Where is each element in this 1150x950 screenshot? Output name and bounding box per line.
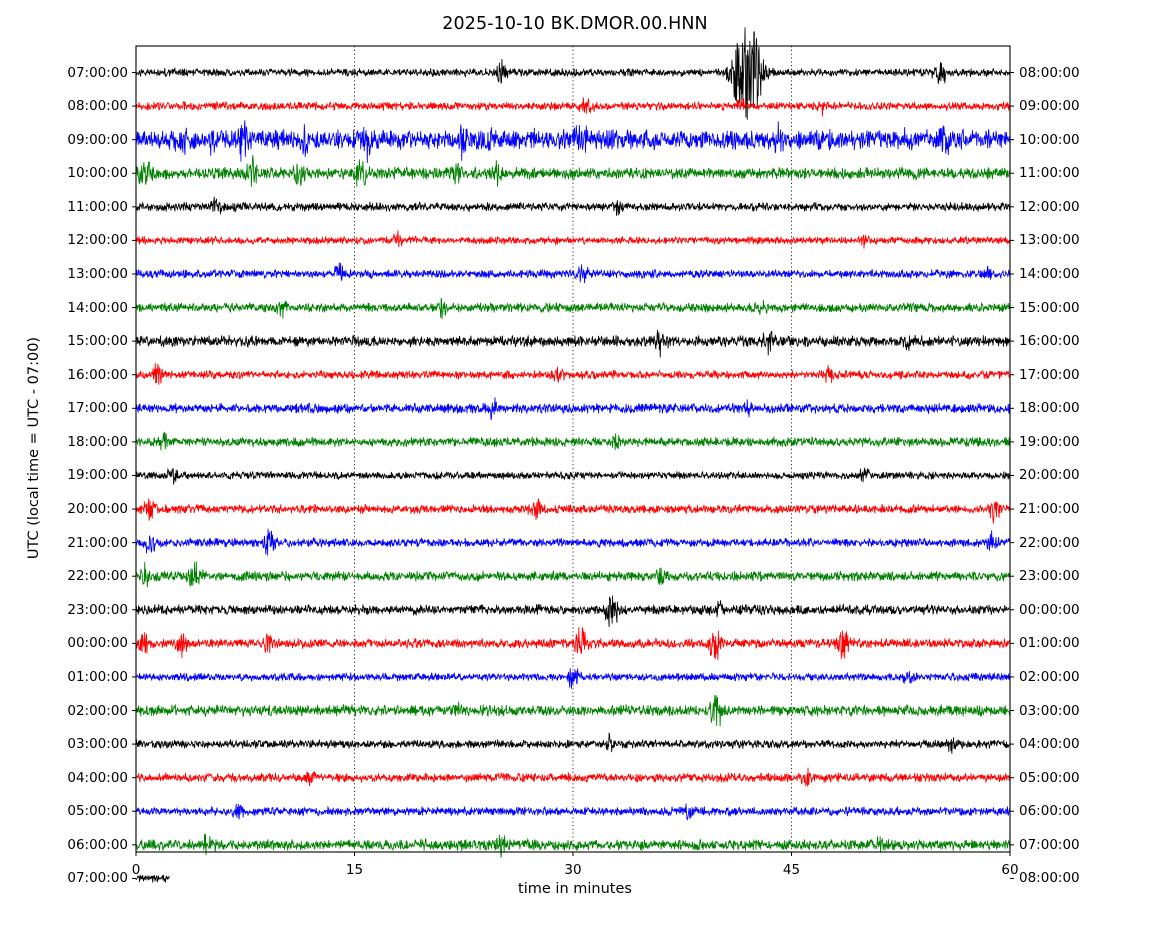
y-tick-label-right: 12:00:00 — [1019, 198, 1080, 215]
seismogram-trace — [135, 97, 1011, 117]
y-tick-label-left: 16:00:00 — [67, 366, 128, 383]
y-tick-label-left: 04:00:00 — [67, 769, 128, 786]
seismogram-trace — [135, 732, 1011, 754]
x-axis-label: time in minutes — [518, 881, 632, 897]
axis-ticks — [132, 72, 1014, 879]
seismogram-trace — [135, 297, 1011, 319]
y-tick-label-left: 18:00:00 — [67, 433, 128, 450]
y-tick-label-right: 01:00:00 — [1019, 635, 1080, 652]
x-tick-label: 15 — [345, 862, 364, 878]
y-tick-label-left: 07:00:00 — [67, 64, 128, 81]
y-tick-label-left: 21:00:00 — [67, 534, 128, 551]
y-tick-label-right: 08:00:00 — [1019, 870, 1080, 887]
y-tick-label-left: 20:00:00 — [67, 501, 128, 518]
seismogram-trace — [135, 120, 1011, 163]
seismogram-trace — [135, 196, 1011, 216]
seismogram-trace — [135, 27, 1011, 120]
y-tick-label-right: 06:00:00 — [1019, 803, 1080, 820]
plot-title: 2025-10-10 BK.DMOR.00.HNN — [442, 14, 708, 34]
y-tick-label-left: 08:00:00 — [67, 98, 128, 115]
y-tick-label-right: 08:00:00 — [1019, 64, 1080, 81]
y-tick-label-left: 13:00:00 — [67, 265, 128, 282]
seismogram-trace — [135, 595, 1011, 627]
seismogram-trace — [135, 561, 1011, 588]
y-tick-label-right: 18:00:00 — [1019, 400, 1080, 417]
seismogram-trace — [135, 262, 1011, 284]
y-tick-label-right: 03:00:00 — [1019, 702, 1080, 719]
seismogram-traces — [135, 27, 1011, 883]
y-tick-label-left: 17:00:00 — [67, 400, 128, 417]
y-tick-label-left: 22:00:00 — [67, 568, 128, 585]
seismogram-trace — [135, 431, 1011, 451]
seismogram-trace — [135, 329, 1011, 358]
y-tick-label-left: 19:00:00 — [67, 467, 128, 484]
seismogram-trace — [135, 362, 1011, 385]
y-tick-label-right: 21:00:00 — [1019, 501, 1080, 518]
y-tick-label-right: 15:00:00 — [1019, 299, 1080, 316]
seismogram-trace — [135, 767, 1011, 787]
x-tick-label: 30 — [564, 862, 582, 878]
y-tick-label-right: 02:00:00 — [1019, 668, 1080, 685]
y-tick-label-right: 13:00:00 — [1019, 232, 1080, 249]
gridlines — [354, 46, 792, 852]
seismogram-trace — [135, 874, 170, 883]
y-tick-label-right: 05:00:00 — [1019, 769, 1080, 786]
y-tick-label-right: 22:00:00 — [1019, 534, 1080, 551]
x-tick-label: 45 — [782, 862, 801, 878]
seismogram-trace — [135, 467, 1011, 485]
y-tick-label-right: 09:00:00 — [1019, 98, 1080, 115]
y-tick-label-left: 11:00:00 — [67, 198, 128, 215]
x-tick-label: 0 — [131, 862, 141, 878]
y-tick-label-left: 01:00:00 — [67, 668, 128, 685]
y-tick-label-right: 23:00:00 — [1019, 568, 1080, 585]
axes-frame — [135, 45, 1011, 853]
y-tick-label-left: 03:00:00 — [67, 736, 128, 753]
y-tick-label-right: 19:00:00 — [1019, 433, 1080, 450]
y-tick-label-left: 15:00:00 — [67, 333, 128, 350]
y-tick-label-left: 02:00:00 — [67, 702, 128, 719]
y-tick-label-right: 17:00:00 — [1019, 366, 1080, 383]
y-tick-label-left: 10:00:00 — [67, 165, 128, 182]
seismogram-trace — [135, 803, 1011, 821]
y-tick-label-right: 00:00:00 — [1019, 601, 1080, 618]
seismogram-trace — [135, 627, 1011, 660]
y-tick-label-left: 09:00:00 — [67, 131, 128, 148]
seismogram-trace — [135, 397, 1011, 421]
seismogram-trace — [135, 528, 1011, 556]
y-tick-label-left: 00:00:00 — [67, 635, 128, 652]
y-tick-label-right: 14:00:00 — [1019, 265, 1080, 282]
y-tick-label-right: 16:00:00 — [1019, 333, 1080, 350]
y-tick-label-right: 07:00:00 — [1019, 836, 1080, 853]
y-tick-label-left: 14:00:00 — [67, 299, 128, 316]
y-tick-label-right: 11:00:00 — [1019, 165, 1080, 182]
seismogram-trace — [135, 498, 1011, 524]
y-tick-label-left: 07:00:00 — [67, 870, 128, 887]
y-tick-label-left: 12:00:00 — [67, 232, 128, 249]
y-tick-label-left: 23:00:00 — [67, 601, 128, 618]
x-tick-label: 60 — [1001, 862, 1019, 878]
seismogram-trace — [135, 155, 1011, 187]
y-tick-label-right: 20:00:00 — [1019, 467, 1080, 484]
y-tick-label-right: 04:00:00 — [1019, 736, 1080, 753]
seismogram-trace — [135, 668, 1011, 689]
seismogram-trace — [135, 230, 1011, 249]
y-tick-label-left: 05:00:00 — [67, 803, 128, 820]
seismogram-trace — [135, 833, 1011, 858]
y-tick-label-right: 10:00:00 — [1019, 131, 1080, 148]
seismogram-trace — [135, 694, 1011, 727]
y-tick-label-left: 06:00:00 — [67, 836, 128, 853]
